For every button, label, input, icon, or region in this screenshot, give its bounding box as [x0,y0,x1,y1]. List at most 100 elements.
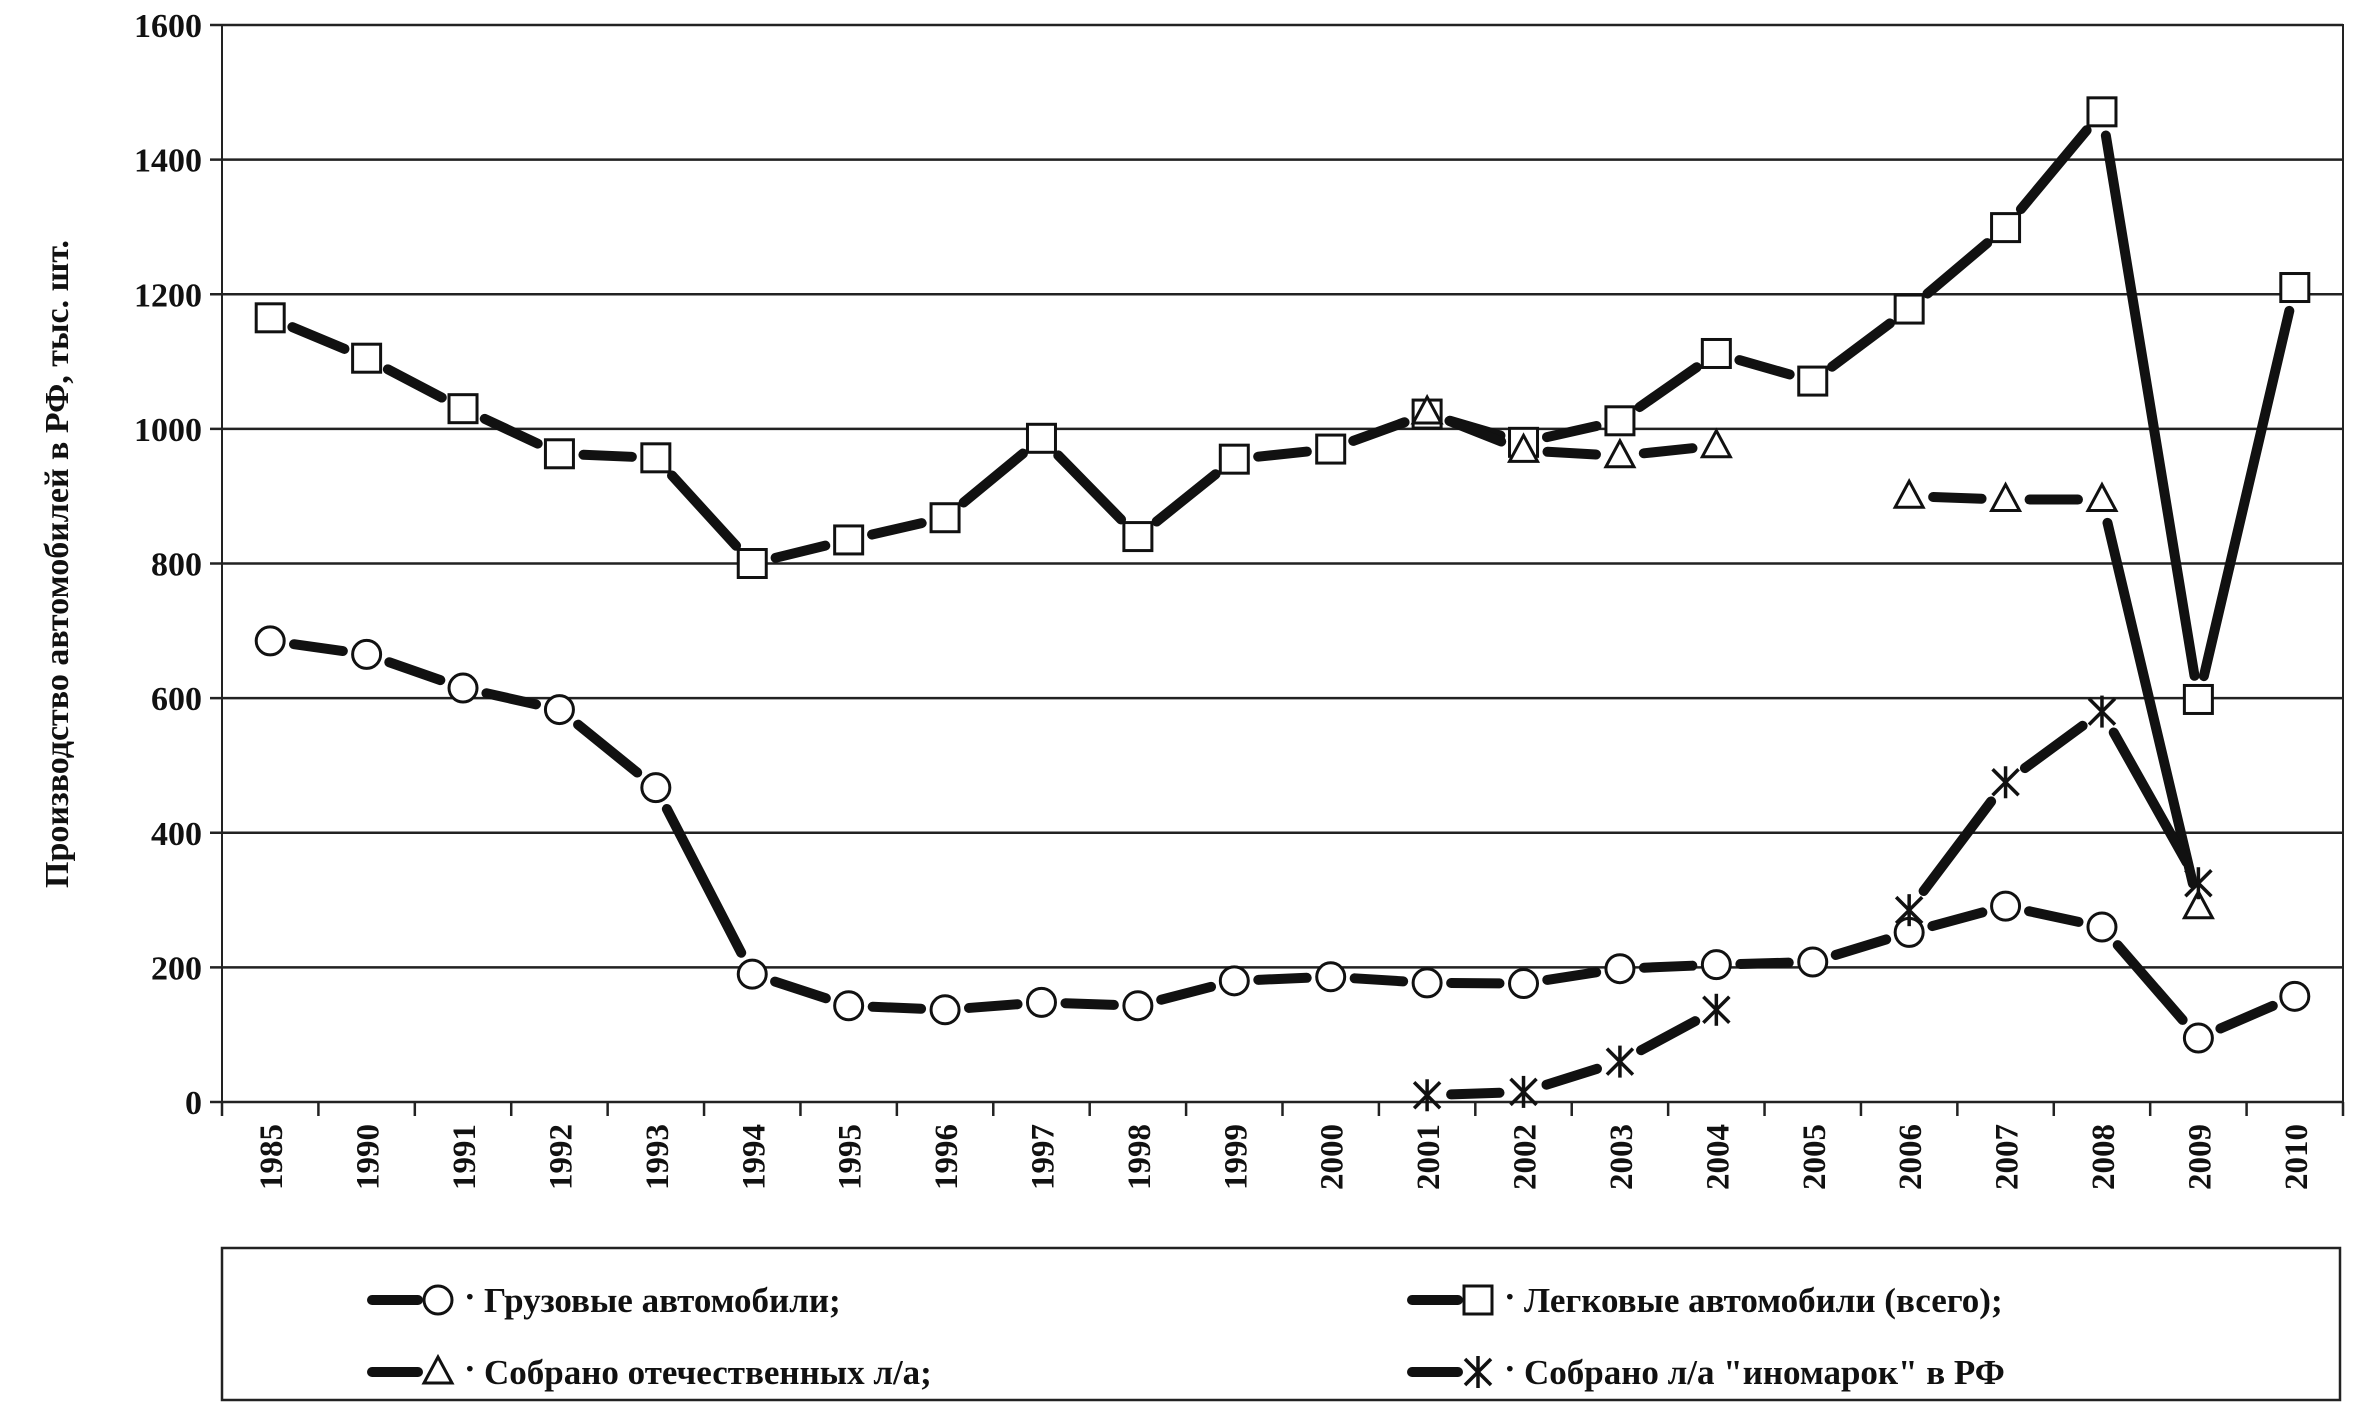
series-segment [873,1007,921,1009]
data-point [738,550,766,578]
data-point [931,504,959,532]
y-tick-label: 800 [151,547,202,584]
series-segment [485,419,538,444]
data-point [1895,481,1923,507]
data-point [1124,523,1152,551]
series-segment [1933,497,1981,499]
x-tick-label: 2000 [1315,1124,1351,1190]
data-point [1606,407,1634,435]
legend-label: Собрано л/а "иномарок" в РФ [1524,1353,2005,1392]
legend-marker [1464,1286,1492,1314]
series-segment [1355,978,1404,981]
series-segment [2021,130,2087,209]
legend-bullet: · [464,1277,476,1316]
x-tick-label: 2009 [2182,1124,2218,1190]
data-point [1511,1076,1537,1108]
x-tick-label: 1999 [1218,1124,1254,1190]
y-tick-label: 0 [185,1085,202,1122]
x-tick-label: 1996 [929,1124,965,1190]
x-tick-label: 2002 [1508,1124,1544,1190]
legend-label: Собрано отечественных л/а; [484,1353,932,1392]
x-tick-label: 1994 [736,1124,772,1190]
y-tick-label: 1400 [134,143,202,180]
data-point [545,440,573,468]
series-segment [486,693,536,704]
series-segment [964,454,1023,503]
y-tick-label: 400 [151,816,202,853]
series-segment [1927,243,1987,293]
x-tick-label: 1992 [543,1124,579,1190]
data-point [1992,485,2020,511]
series-segment [1546,1069,1597,1085]
legend-label: Легковые автомобили (всего); [1524,1281,2003,1320]
series-segment [969,1004,1018,1008]
data-point [2281,982,2309,1010]
x-tick-label: 1998 [1122,1124,1158,1190]
series-segment [1932,912,1982,926]
series-segment [1641,1021,1695,1050]
series-markers-3 [1413,397,2212,918]
data-point [738,960,766,988]
data-point [1993,766,2019,798]
series-segment [1740,963,1788,964]
series-segment [672,476,736,546]
legend-marker [424,1286,452,1314]
series-segment [583,455,631,457]
series-segment [292,327,344,349]
data-point [2184,685,2212,713]
x-tick-label: 2004 [1700,1124,1736,1190]
data-point [1799,367,1827,395]
data-point [1414,1079,1440,1111]
series-line-4 [1451,726,2187,1095]
legend: ·Грузовые автомобили;·Легковые автомобил… [222,1248,2340,1400]
x-tick-label: 1991 [447,1124,483,1190]
data-point [1702,951,1730,979]
legend-bullet: · [1504,1277,1516,1316]
series-segment [1547,972,1596,980]
series-segment [388,369,442,397]
legend-label: Грузовые автомобили; [484,1281,841,1320]
series-segment [1451,1093,1499,1095]
y-tick-label: 200 [151,950,202,987]
data-point [1027,424,1055,452]
x-tick-label: 1997 [1025,1124,1061,1190]
data-point [1220,445,1248,473]
series-markers [256,98,2309,1111]
x-tick-label: 1995 [833,1124,869,1190]
data-point [1027,988,1055,1016]
data-point [2281,274,2309,302]
data-point [835,992,863,1020]
y-tick-label: 1000 [134,412,202,449]
series-markers-1 [256,627,2309,1052]
series-line-3 [1449,421,2192,884]
data-point [1799,948,1827,976]
series-markers-2 [256,98,2309,714]
series-segment [2118,945,2183,1020]
x-tick-label: 2008 [2086,1124,2122,1190]
data-point [1317,963,1345,991]
series-segment [1836,939,1887,955]
data-point [1124,992,1152,1020]
axes [210,25,2343,1116]
grid [222,25,2343,1102]
data-point [353,640,381,668]
series-line-2 [292,130,2289,676]
series-segment [578,725,637,773]
x-tick-label: 1993 [640,1124,676,1190]
series-segment [2106,136,2195,676]
data-point [2088,98,2116,126]
series-segment [389,662,440,680]
series-markers-4 [1414,696,2211,1112]
y-axis-label: Производство автомобилей в РФ, тыс. шт. [39,240,76,888]
data-point [256,627,284,655]
series-segment [1353,422,1404,441]
series-segment [667,809,741,953]
data-point [642,774,670,802]
x-tick-label: 2005 [1797,1124,1833,1190]
data-point [353,344,381,372]
y-tick-label: 600 [151,681,202,718]
data-point [1606,955,1634,983]
